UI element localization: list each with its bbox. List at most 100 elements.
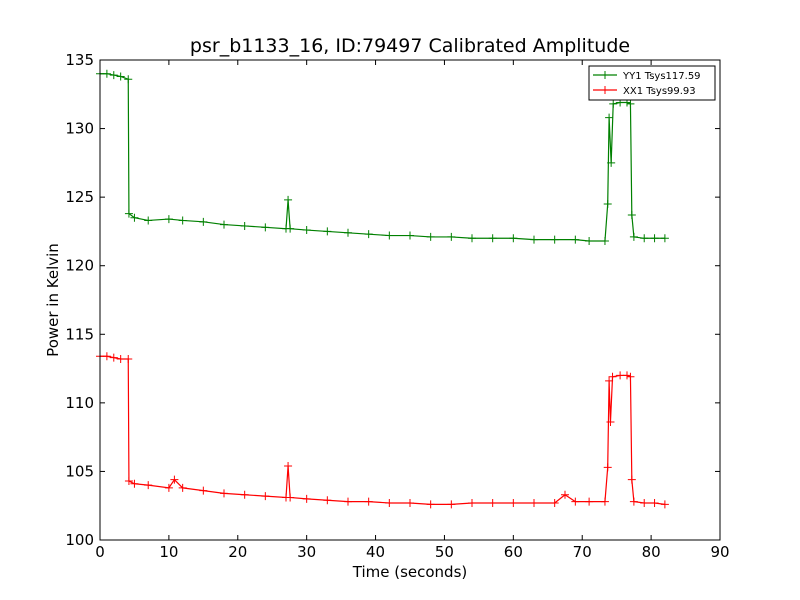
data-point <box>116 354 125 363</box>
data-point <box>606 418 615 427</box>
data-point <box>571 235 580 244</box>
data-point <box>406 231 414 240</box>
legend-label: YY1 Tsys117.59 <box>622 71 701 82</box>
data-point <box>406 498 414 507</box>
data-point <box>488 498 497 507</box>
data-point <box>585 497 594 506</box>
data-point <box>124 75 133 84</box>
data-point <box>302 226 311 235</box>
x-tick-label: 30 <box>297 543 316 561</box>
data-point <box>220 489 228 498</box>
data-point <box>629 497 638 506</box>
data-point <box>124 477 133 486</box>
legend-box <box>588 65 716 101</box>
data-point <box>116 72 125 81</box>
x-tick-label: 60 <box>504 543 523 561</box>
data-point <box>130 479 139 488</box>
data-point <box>344 228 352 237</box>
data-point <box>344 497 352 506</box>
x-tick-label: 0 <box>95 543 105 561</box>
data-point <box>608 372 617 381</box>
x-tick-label: 20 <box>228 543 247 561</box>
y-tick-label: 105 <box>65 462 94 480</box>
data-point <box>261 223 270 232</box>
data-point <box>609 99 618 108</box>
data-point <box>364 497 373 506</box>
data-point <box>600 497 609 506</box>
y-tick-label: 125 <box>65 188 94 206</box>
data-point <box>585 237 594 246</box>
data-point <box>109 353 118 362</box>
y-tick-label: 130 <box>65 120 94 138</box>
series-yy1 <box>96 69 669 246</box>
data-point <box>627 475 636 484</box>
data-point <box>629 232 638 241</box>
data-point <box>385 231 394 240</box>
y-axis-label: Power in Kelvin <box>44 243 62 357</box>
data-point <box>220 220 228 229</box>
data-point <box>240 490 249 499</box>
data-point <box>302 494 311 503</box>
y-tick-label: 135 <box>65 51 94 69</box>
data-point <box>199 217 208 226</box>
data-point <box>530 235 538 244</box>
data-point <box>605 376 614 385</box>
data-point <box>660 234 669 243</box>
data-point <box>603 200 612 208</box>
y-tick-label: 115 <box>65 325 94 343</box>
data-point <box>650 498 659 507</box>
plot-area <box>100 60 720 540</box>
legend-marker <box>601 86 609 94</box>
data-point <box>640 498 649 507</box>
data-point <box>626 372 635 381</box>
series-layer <box>96 69 669 509</box>
data-point <box>284 195 293 204</box>
data-point <box>650 234 659 243</box>
data-point <box>170 475 179 484</box>
y-tick-label: 120 <box>65 257 94 275</box>
x-tick-label: 10 <box>159 543 178 561</box>
data-point <box>124 354 133 363</box>
data-point <box>364 230 373 239</box>
data-point <box>286 224 295 233</box>
chart-title: psr_b1133_16, ID:79497 Calibrated Amplit… <box>190 35 630 57</box>
data-point <box>286 493 295 502</box>
data-point <box>468 234 476 243</box>
data-point <box>144 481 153 490</box>
data-point <box>426 500 435 509</box>
data-point <box>130 213 139 222</box>
data-point <box>616 371 625 380</box>
data-point <box>178 216 187 225</box>
data-point <box>385 498 394 507</box>
data-point <box>109 71 118 80</box>
data-point <box>626 99 635 108</box>
data-point <box>102 69 111 78</box>
data-point <box>124 209 133 218</box>
data-point <box>660 500 669 509</box>
data-point <box>261 492 270 501</box>
x-tick-label: 90 <box>710 543 729 561</box>
data-point <box>509 498 518 507</box>
data-point <box>627 210 636 219</box>
x-axis-label: Time (seconds) <box>352 563 468 581</box>
data-point <box>561 490 569 499</box>
tick-layer: 0 10 20 30 40 50 60 70 80 90 100 105 110 115 120 125 130… <box>65 51 729 561</box>
data-point <box>550 235 559 244</box>
data-point <box>607 158 616 167</box>
x-tick-label: 80 <box>642 543 661 561</box>
data-point <box>468 498 476 507</box>
data-point <box>447 232 456 241</box>
data-point <box>530 498 538 507</box>
y-tick-label: 110 <box>65 394 94 412</box>
data-point <box>509 234 518 243</box>
legend-label: XX1 Tsys99.93 <box>623 86 696 97</box>
data-point <box>284 461 293 470</box>
y-tick-label: 100 <box>65 531 94 549</box>
legend: YY1 Tsys117.59 XX1 Tsys99.93 <box>588 65 716 101</box>
data-point <box>323 496 332 505</box>
data-point <box>178 483 187 492</box>
data-point <box>144 216 153 225</box>
data-point <box>164 483 173 492</box>
legend-marker <box>601 71 609 79</box>
